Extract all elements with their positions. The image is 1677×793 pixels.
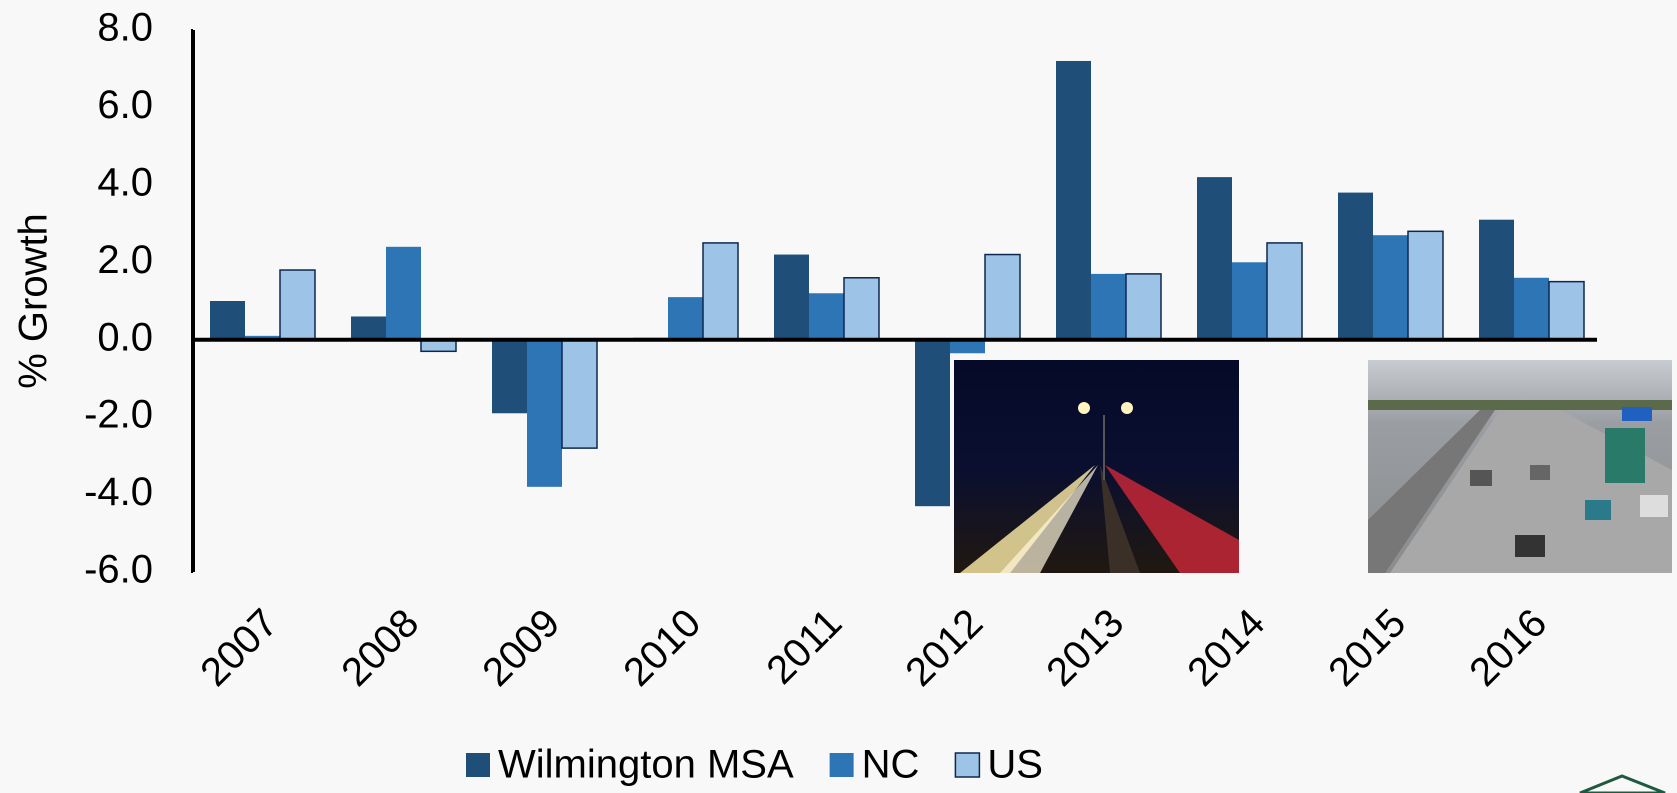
y-tick-label: 4.0 <box>97 160 153 204</box>
bar <box>774 255 809 340</box>
bar <box>1514 278 1549 340</box>
photo-night-highway <box>954 360 1239 573</box>
photo-day-highway <box>1368 360 1672 573</box>
bar <box>562 340 597 448</box>
bar <box>950 340 985 354</box>
legend-label: Wilmington MSA <box>498 743 794 787</box>
bar <box>1338 193 1373 340</box>
legend-swatch <box>830 753 854 777</box>
x-tick-label: 2014 <box>1179 601 1273 695</box>
x-tick-label: 2013 <box>1038 601 1132 695</box>
bar <box>1091 274 1126 340</box>
bar <box>1549 282 1584 340</box>
x-tick-label: 2009 <box>474 601 568 695</box>
bar <box>1373 235 1408 340</box>
x-tick-label: 2016 <box>1461 601 1555 695</box>
bar <box>1232 262 1267 339</box>
x-tick-label: 2015 <box>1320 601 1414 695</box>
bar <box>844 278 879 340</box>
y-tick-label: 0.0 <box>97 315 153 359</box>
bar <box>1479 220 1514 340</box>
x-tick-label: 2012 <box>897 601 991 695</box>
bar <box>351 316 386 339</box>
y-tick-label: -2.0 <box>84 393 153 437</box>
bar <box>1197 177 1232 340</box>
bar <box>985 255 1020 340</box>
bar <box>668 297 703 340</box>
legend-swatch <box>955 753 979 777</box>
logo <box>1580 776 1665 793</box>
bar <box>492 340 527 414</box>
bar <box>915 340 950 506</box>
y-tick-label: 6.0 <box>97 83 153 127</box>
legend-swatch <box>466 753 490 777</box>
bar <box>527 340 562 487</box>
bar <box>280 270 315 340</box>
bar <box>210 301 245 340</box>
bar <box>1056 61 1091 340</box>
y-tick-label: 2.0 <box>97 238 153 282</box>
bar <box>1126 274 1161 340</box>
bar <box>1408 231 1443 339</box>
x-tick-label: 2010 <box>615 601 709 695</box>
legend-label: NC <box>862 743 920 787</box>
bar <box>703 243 738 340</box>
y-tick-label: 8.0 <box>97 6 153 50</box>
x-tick-label: 2011 <box>758 601 850 693</box>
y-tick-label: -6.0 <box>84 548 153 592</box>
bar <box>386 247 421 340</box>
y-tick-label: -4.0 <box>84 470 153 514</box>
x-tick-label: 2008 <box>333 601 427 695</box>
x-tick-label: 2007 <box>192 601 286 695</box>
bar <box>1267 243 1302 340</box>
legend-label: US <box>987 743 1043 787</box>
y-axis-label: % Growth <box>12 213 56 389</box>
chart: % Growth -6.0 -4.0 -2.0 0.0 2.0 4.0 6.0 8.0 2007… <box>0 0 1677 793</box>
bar <box>809 293 844 339</box>
